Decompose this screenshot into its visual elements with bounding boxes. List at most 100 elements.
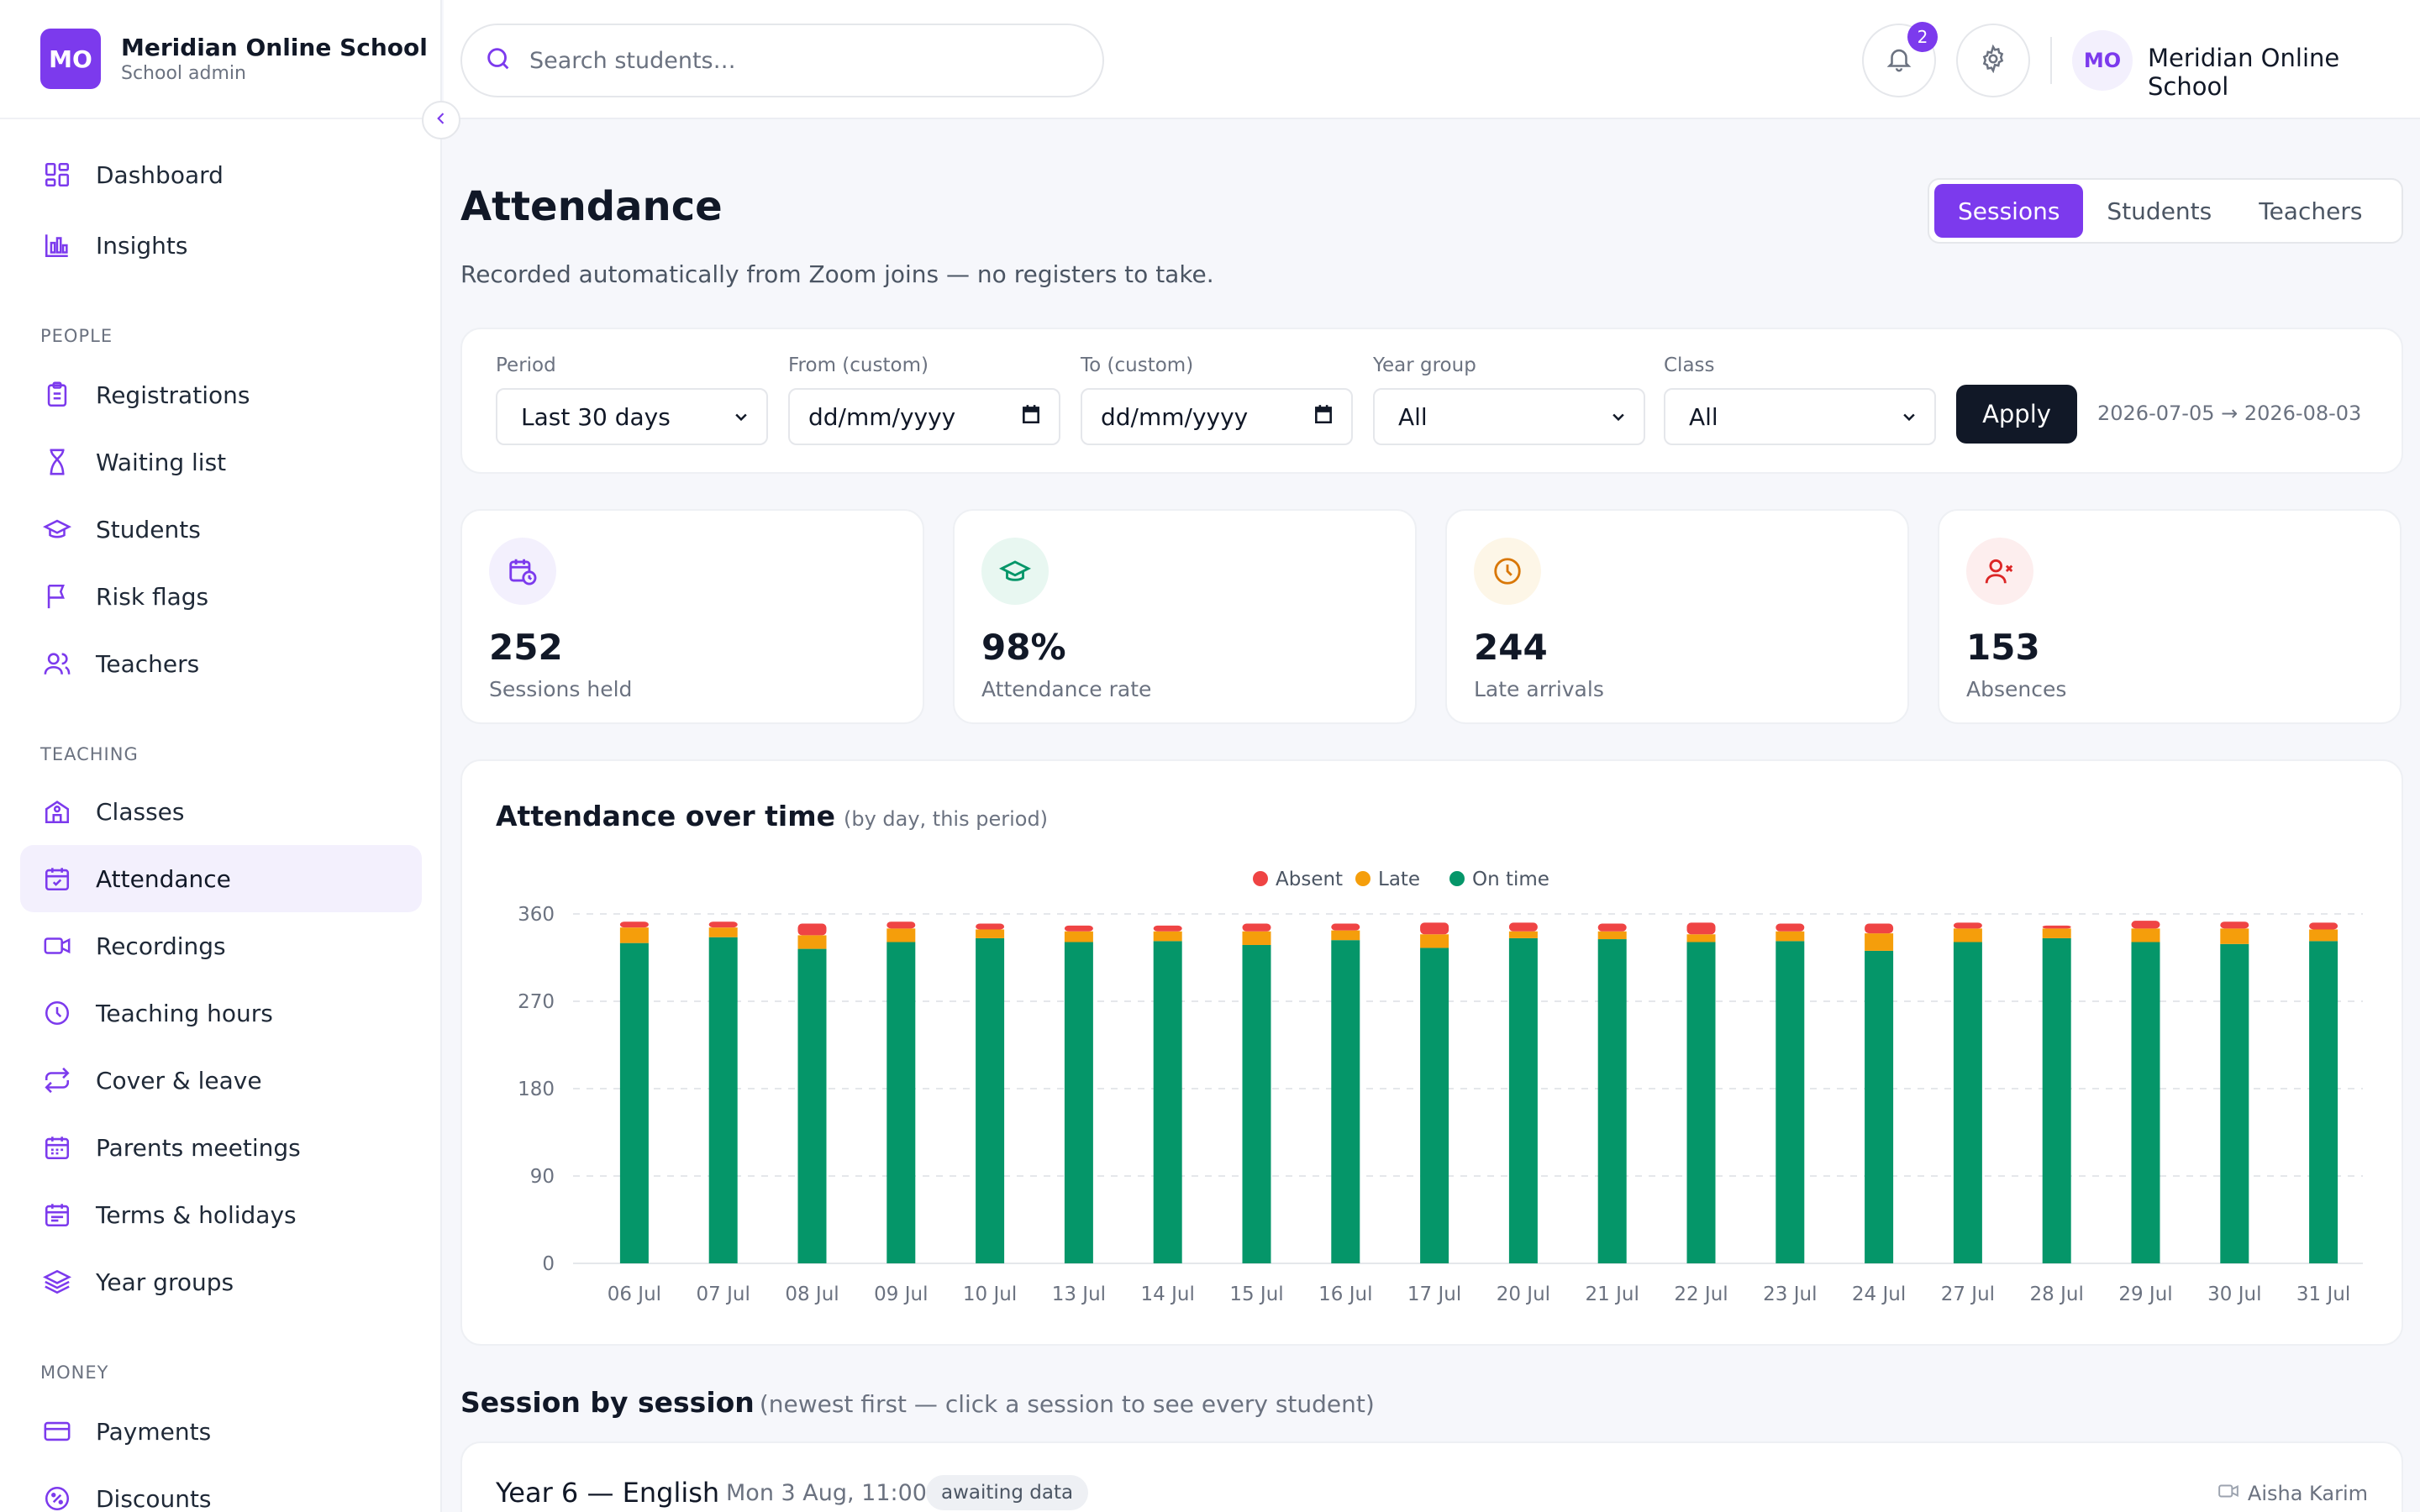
sidebar-item-classes[interactable]: Classes [20,778,422,845]
x-tick-label: 20 Jul [1497,1284,1550,1305]
settings-button[interactable] [1956,24,2030,97]
search-icon [484,45,513,76]
bar-segment-late [1776,931,1805,942]
notifications-button[interactable]: 2 [1862,22,1938,97]
to-date-input[interactable]: dd/mm/yyyy [1081,388,1353,445]
sidebar-item-discounts[interactable]: Discounts [20,1465,422,1512]
chevron-down-icon [1901,403,1918,431]
discount-icon [40,1482,74,1512]
y-tick-label: 270 [518,991,555,1013]
tab-teachers[interactable]: Teachers [2259,197,2363,225]
calendar-icon [40,1198,74,1231]
sidebar-item-label: Discounts [96,1484,212,1512]
video-icon [2217,1480,2239,1507]
bar-segment-on-time [1597,939,1627,1263]
sidebar-item-attendance[interactable]: Attendance [20,845,422,912]
bar-segment-late [1597,931,1627,940]
period-select[interactable]: Last 30 days [496,388,768,445]
bar-segment-on-time [1865,950,1894,1263]
class-select[interactable]: All [1664,388,1936,445]
avatar[interactable]: MO [2072,30,2133,91]
x-tick-label: 22 Jul [1674,1284,1728,1305]
status-badge: awaiting data [926,1475,1089,1510]
sidebar-item-label: Risk flags [96,582,209,611]
search-box[interactable] [460,24,1104,97]
year-group-label: Year group [1373,354,1476,376]
sidebar-item-label: Teachers [96,649,200,678]
calendar-clock-icon [489,538,556,605]
layers-icon [40,1265,74,1299]
clock-icon [40,996,74,1030]
year-group-filter: Year group All [1373,354,1645,445]
from-value: dd/mm/yyyy [808,402,956,431]
to-filter: To (custom) dd/mm/yyyy [1081,354,1353,445]
calendar-icon[interactable] [1020,403,1042,431]
sidebar-item-label: Payments [96,1417,212,1446]
sidebar-item-year-groups[interactable]: Year groups [20,1248,422,1315]
bar-segment-on-time [976,937,1005,1263]
brand-name: Meridian Online School [121,34,428,61]
dashboard-icon [40,158,74,192]
bar-segment-absent [1420,922,1449,935]
y-tick-label: 360 [518,904,555,926]
bar-segment-on-time [1953,942,1982,1263]
stat-value: 252 [489,627,563,668]
repeat-icon [40,1063,74,1097]
school-icon [40,795,74,828]
sidebar-item-teachers[interactable]: Teachers [20,630,422,697]
sidebar-item-recordings[interactable]: Recordings [20,912,422,979]
sidebar-item-insights[interactable]: Insights [20,212,422,279]
collapse-sidebar-button[interactable] [422,101,460,139]
to-value: dd/mm/yyyy [1101,402,1249,431]
flag-icon [40,580,74,613]
tab-sessions[interactable]: Sessions [1934,184,2084,238]
sidebar-item-students[interactable]: Students [20,496,422,563]
bar-segment-late [708,927,738,937]
x-tick-label: 24 Jul [1852,1284,1906,1305]
sidebar-item-cover-leave[interactable]: Cover & leave [20,1047,422,1114]
sidebar-item-teaching-hours[interactable]: Teaching hours [20,979,422,1047]
user-x-icon [1966,538,2033,605]
search-input[interactable] [529,47,1067,74]
sidebar-item-dashboard[interactable]: Dashboard [20,141,422,208]
calendar-icon[interactable] [1313,403,1334,431]
bar-segment-late [1953,928,1982,942]
bar-segment-late [886,928,916,942]
stat-card-absences: 153 Absences [1938,509,2402,724]
bar-segment-on-time [1064,942,1093,1263]
clipboard-icon [40,378,74,412]
sidebar-item-parents-meetings[interactable]: Parents meetings [20,1114,422,1181]
bar-segment-on-time [1331,940,1360,1263]
view-tabs: Sessions Students Teachers [1928,178,2403,244]
brand-role: School admin [121,63,246,84]
bar-segment-late [1242,931,1271,945]
bar-segment-on-time [1242,944,1271,1263]
sidebar-item-registrations[interactable]: Registrations [20,361,422,428]
bar-segment-on-time [1153,941,1182,1263]
page-title: Attendance [460,183,723,230]
sidebar-item-label: Teaching hours [96,999,273,1027]
filters-card: Period Last 30 days From (custom) dd/mm/… [460,328,2403,474]
sidebar-item-terms-holidays[interactable]: Terms & holidays [20,1181,422,1248]
legend-label: Absent [1276,869,1343,890]
user-name[interactable]: Meridian Online School [2148,44,2340,101]
sidebar-item-payments[interactable]: Payments [20,1398,422,1465]
sidebar-item-risk-flags[interactable]: Risk flags [20,563,422,630]
sidebar-item-waiting-list[interactable]: Waiting list [20,428,422,496]
apply-button[interactable]: Apply [1956,385,2077,444]
legend-label: Late [1378,869,1420,890]
sidebar-item-label: Attendance [96,864,231,893]
tab-students[interactable]: Students [2107,197,2212,225]
sessions-title-text: Session by session [460,1386,755,1419]
from-date-input[interactable]: dd/mm/yyyy [788,388,1060,445]
bar-segment-late [1865,933,1894,951]
brand[interactable]: MO Meridian Online School School admin [0,0,440,119]
bar-segment-late [1064,931,1093,942]
video-icon [40,929,74,963]
users-icon [40,647,74,680]
bar-segment-late [1331,930,1360,941]
bar-segment-late [2309,929,2338,942]
session-row[interactable]: Year 6 — English Mon 3 Aug, 11:00 awaiti… [460,1441,2403,1512]
bar-segment-late [976,929,1005,938]
year-group-select[interactable]: All [1373,388,1645,445]
